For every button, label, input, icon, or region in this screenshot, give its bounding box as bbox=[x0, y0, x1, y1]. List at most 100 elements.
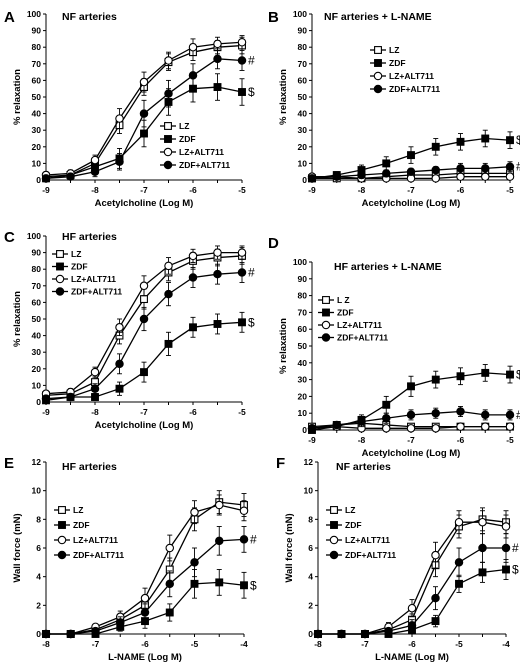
x-tick-label: -7 bbox=[92, 639, 100, 649]
legend-marker bbox=[329, 535, 339, 545]
x-tick-label: -9 bbox=[308, 185, 316, 195]
data-point bbox=[332, 420, 341, 430]
significance-mark: $ bbox=[248, 85, 255, 99]
data-point bbox=[237, 37, 247, 47]
data-point bbox=[332, 172, 341, 181]
panel-f: F NF arteries 0 2 4 6 8 10 12 -8 -7 -6 -5 -4 L-NAME (L… bbox=[276, 455, 519, 663]
y-tick-label: 70 bbox=[298, 307, 308, 317]
panel-letter: A bbox=[4, 9, 15, 26]
y-tick-label: 30 bbox=[32, 125, 42, 135]
data-point bbox=[115, 359, 124, 369]
y-tick-label: 90 bbox=[32, 248, 42, 258]
data-point bbox=[454, 558, 464, 567]
data-point bbox=[455, 579, 463, 588]
x-tick-label: -9 bbox=[308, 435, 316, 445]
legend-label: LZ+ALT711 bbox=[71, 274, 116, 284]
y-tick-label: 10 bbox=[298, 158, 308, 168]
legend-label: ZDF bbox=[71, 262, 88, 272]
data-point bbox=[431, 550, 440, 560]
y-tick-label: 80 bbox=[298, 291, 308, 301]
legend-marker bbox=[163, 160, 173, 170]
data-point bbox=[139, 77, 149, 87]
data-point bbox=[478, 543, 487, 553]
y-tick-label: 4 bbox=[308, 572, 313, 582]
data-point bbox=[213, 39, 222, 49]
y-tick-label: 8 bbox=[308, 514, 313, 524]
data-point bbox=[139, 314, 149, 324]
legend-marker bbox=[374, 46, 382, 54]
y-tick-label: 12 bbox=[32, 457, 42, 467]
y-tick-label: 40 bbox=[298, 358, 308, 368]
data-point bbox=[406, 424, 416, 433]
y-tick-label: 12 bbox=[304, 457, 314, 467]
data-point bbox=[115, 323, 124, 332]
legend-marker bbox=[373, 84, 383, 94]
data-point bbox=[456, 172, 465, 181]
x-tick-label: -6 bbox=[189, 407, 197, 417]
y-tick-label: 90 bbox=[298, 26, 308, 36]
data-point bbox=[164, 261, 173, 271]
data-point bbox=[501, 522, 511, 531]
x-tick-label: -6 bbox=[189, 185, 197, 195]
data-point bbox=[91, 393, 99, 401]
legend-label: LZ+ALT711 bbox=[337, 320, 382, 330]
data-point bbox=[188, 42, 198, 52]
data-point bbox=[164, 289, 173, 299]
significance-mark: # bbox=[512, 541, 519, 555]
x-tick-label: -8 bbox=[42, 639, 50, 649]
legend: LZ ZDF LZ+ALT711 ZDF+ALT711 bbox=[54, 505, 124, 560]
y-tick-label: 2 bbox=[308, 600, 313, 610]
y-tick-label: 60 bbox=[298, 75, 308, 85]
data-point bbox=[456, 137, 465, 146]
y-tick-label: 90 bbox=[298, 274, 308, 284]
legend: LZ ZDF LZ+ALT711 ZDF+ALT711 bbox=[326, 505, 396, 560]
data-point bbox=[213, 54, 222, 64]
y-axis-label: % relaxation bbox=[12, 291, 23, 347]
data-point bbox=[407, 151, 415, 160]
panel-letter: E bbox=[4, 455, 14, 472]
data-point bbox=[480, 172, 490, 181]
legend-marker bbox=[321, 320, 331, 330]
data-point bbox=[431, 165, 440, 175]
y-tick-label: 20 bbox=[32, 142, 42, 152]
legend-marker bbox=[55, 287, 65, 296]
y-tick-label: 10 bbox=[32, 158, 42, 168]
panel-title: NF arteries bbox=[62, 11, 117, 23]
x-tick-label: -4 bbox=[502, 639, 510, 649]
x-tick-label: -4 bbox=[240, 639, 248, 649]
data-point bbox=[213, 320, 222, 328]
data-point bbox=[382, 159, 391, 168]
x-tick-label: -7 bbox=[407, 185, 415, 195]
data-point bbox=[66, 629, 76, 639]
data-point bbox=[357, 170, 366, 180]
legend-marker bbox=[322, 296, 330, 304]
panel-title: HF arteries bbox=[62, 461, 117, 473]
data-point bbox=[215, 536, 224, 546]
legend-marker bbox=[58, 506, 66, 514]
y-tick-label: 0 bbox=[302, 425, 307, 435]
legend-label: LZ+ALT711 bbox=[345, 535, 390, 545]
data-point bbox=[115, 384, 124, 393]
legend-marker bbox=[164, 135, 172, 143]
data-point bbox=[190, 507, 199, 517]
panel-letter: D bbox=[268, 235, 279, 252]
x-axis-label: Acetylcholine (Log M) bbox=[95, 420, 194, 431]
x-tick-label: -7 bbox=[140, 185, 148, 195]
data-point bbox=[164, 89, 173, 98]
panel-c: C HF arteries 0 10 20 30 40 50 60 70 80 90 100 -9 -8 -7… bbox=[4, 229, 255, 431]
x-tick-label: -5 bbox=[238, 407, 246, 417]
data-point bbox=[307, 424, 317, 433]
significance-mark: $ bbox=[248, 315, 255, 329]
y-tick-label: 0 bbox=[36, 629, 41, 639]
data-point bbox=[213, 248, 222, 257]
y-tick-label: 4 bbox=[36, 572, 41, 582]
x-tick-label: -8 bbox=[358, 185, 366, 195]
y-tick-label: 60 bbox=[32, 297, 42, 307]
x-tick-label: -7 bbox=[407, 435, 415, 445]
data-point bbox=[91, 626, 100, 636]
y-tick-label: 90 bbox=[32, 26, 42, 36]
y-tick-label: 10 bbox=[304, 486, 314, 496]
legend-label: ZDF bbox=[345, 520, 362, 530]
series-3 bbox=[307, 406, 515, 433]
